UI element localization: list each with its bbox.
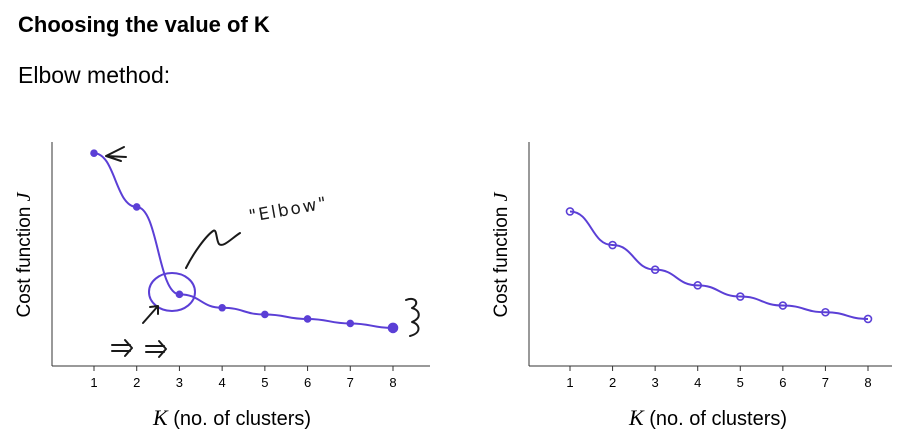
chart-right-x-tick-label: 4 (694, 375, 701, 390)
slide-title: Choosing the value of K (18, 12, 270, 37)
small-arrow-icon (142, 305, 159, 324)
chart-right-data-point (778, 301, 788, 310)
chart-right-y-axis-label: Cost function J (490, 191, 512, 317)
chart-left-data-point (175, 290, 184, 299)
chart-right-x-tick-label: 8 (864, 375, 871, 390)
chart-right-x-tick-label: 1 (566, 375, 573, 390)
squiggle-icon (405, 298, 420, 337)
chart-right-x-tick-label: 6 (779, 375, 786, 390)
chart-left-data-point (346, 319, 355, 328)
chart-left-x-ticks: 1 2 3 4 5 6 7 8 (90, 366, 397, 390)
chart-right-x-tick-label: 5 (737, 375, 744, 390)
chart-right-data-point (565, 207, 575, 216)
chart-left-x-axis-label: K (no. of clusters) (152, 405, 311, 430)
chart-left-x-tick-label: 4 (219, 375, 226, 390)
chart-right-x-axis-text: (no. of clusters) (649, 408, 787, 430)
chart-left-x-tick-label: 5 (261, 375, 268, 390)
chart-right-data-point (693, 281, 703, 290)
chart-right-axes (528, 142, 892, 367)
chart-left-x-axis-text: (no. of clusters) (173, 408, 311, 430)
chart-right-x-axis-var: K (628, 405, 645, 430)
chart-left-data-point (90, 149, 98, 157)
chart-right-x-tick-label: 3 (652, 375, 659, 390)
chart-right-data-point (821, 307, 830, 317)
chart-right: 1 2 3 4 5 6 7 8 Cost function J K (no. of clust… (490, 142, 892, 430)
chart-right-y-axis-text: Cost function (491, 207, 512, 318)
chart-left-series-line (93, 152, 394, 329)
chart-right-series (565, 207, 873, 324)
chart-left-x-tick-label: 7 (347, 375, 354, 390)
chart-right-x-axis-label: K (no. of clusters) (628, 405, 787, 430)
chart-left: 1 2 3 4 5 6 7 8 Cost function J K (no. of clust… (13, 142, 430, 430)
chart-right-y-axis-var: J (490, 191, 512, 201)
slide-subtitle: Elbow method: (18, 62, 171, 88)
chart-left-data-point (303, 315, 312, 323)
chart-right-data-point (650, 265, 660, 274)
chart-right-data-point (863, 314, 873, 324)
chart-left-x-axis-var: K (152, 405, 169, 430)
chart-left-y-axis-var: J (13, 191, 35, 201)
elbow-pointer-icon (185, 229, 241, 269)
chart-left-x-tick-label: 2 (133, 375, 140, 390)
chart-right-data-point (735, 292, 745, 301)
chart-left-series (90, 149, 399, 334)
right-arrow-icon-1 (111, 339, 133, 357)
chart-left-y-axis-label: Cost function J (13, 191, 35, 317)
chart-left-x-tick-label: 1 (90, 375, 97, 390)
chart-right-x-tick-label: 7 (822, 375, 829, 390)
chart-left-axes (51, 142, 430, 367)
chart-left-x-tick-label: 6 (304, 375, 311, 390)
chart-right-x-tick-label: 2 (609, 375, 616, 390)
chart-left-y-axis-text: Cost function (14, 207, 35, 318)
chart-left-data-point (132, 203, 141, 211)
chart-right-series-line (569, 210, 869, 320)
elbow-circle-icon (148, 272, 196, 312)
left-corner-arrow-icon (105, 146, 127, 162)
right-arrow-icon-2 (145, 340, 167, 358)
elbow-label: "Elbow" (247, 193, 329, 227)
chart-left-data-point (261, 310, 269, 319)
chart-left-data-point (387, 322, 399, 334)
chart-left-x-tick-label: 3 (176, 375, 183, 390)
chart-right-data-point (608, 240, 617, 250)
chart-right-x-ticks: 1 2 3 4 5 6 7 8 (566, 366, 872, 390)
chart-left-x-tick-label: 8 (389, 375, 396, 390)
chart-left-data-point (218, 303, 226, 312)
